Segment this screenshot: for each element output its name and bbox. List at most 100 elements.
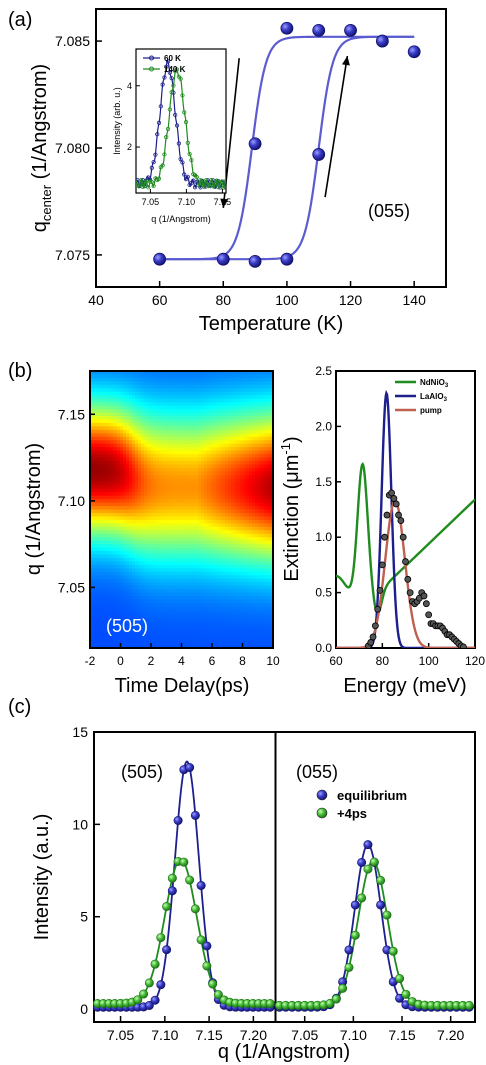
heatmap-cell: [216, 436, 220, 441]
heatmap-cell: [219, 627, 223, 632]
heatmap-cell: [213, 526, 217, 531]
heatmap-cell: [255, 526, 259, 531]
heatmap-cell: [117, 571, 121, 576]
heatmap-cell: [204, 533, 208, 538]
heatmap-cell: [102, 499, 106, 504]
heatmap-cell: [114, 526, 118, 531]
heatmap-cell: [186, 516, 190, 521]
heatmap-cell: [129, 557, 133, 563]
heatmap-cell: [162, 644, 166, 648]
heatmap-cell: [156, 416, 160, 421]
heatmap-cell: [168, 398, 172, 403]
heatmap-cell: [201, 457, 205, 462]
heatmap-cell: [186, 589, 190, 594]
inset-point: [167, 70, 172, 75]
heatmap-cell: [132, 391, 136, 396]
heatmap-cell: [102, 377, 106, 382]
heatmap-cell: [108, 526, 112, 531]
heatmap-cell: [186, 585, 190, 590]
heatmap-cell: [210, 374, 214, 379]
heatmap-cell: [219, 457, 223, 462]
heatmap-cell: [192, 641, 196, 646]
heatmap-cell: [126, 426, 130, 431]
heatmap-cell: [234, 606, 238, 611]
heatmap-cell: [246, 578, 250, 583]
heatmap-cell: [180, 412, 184, 417]
heatmap-cell: [105, 509, 109, 514]
heatmap-cell: [108, 433, 112, 438]
heatmap-cell: [111, 519, 115, 524]
heatmap-cell: [258, 623, 262, 628]
heatmap-cell: [120, 481, 124, 486]
heatmap-cell: [183, 644, 187, 648]
heatmap-cell: [258, 512, 262, 518]
heatmap-cell: [225, 641, 229, 646]
heatmap-cell: [207, 485, 211, 490]
heatmap-cell: [120, 478, 124, 483]
heatmap-cell: [162, 634, 166, 639]
heatmap-cell: [180, 609, 184, 614]
heatmap-cell: [240, 481, 244, 486]
heatmap-cell: [141, 488, 145, 493]
heatmap-cell: [249, 457, 253, 462]
heatmap-cell: [135, 554, 139, 559]
heatmap-cell: [192, 467, 196, 473]
heatmap-cell: [147, 405, 151, 410]
heatmap-cell: [153, 578, 157, 583]
heatmap-cell: [114, 467, 118, 473]
heatmap-cell: [117, 509, 121, 514]
heatmap-cell: [165, 474, 169, 479]
heatmap-cell: [261, 419, 265, 424]
heatmap-cell: [141, 557, 145, 563]
heatmap-cell: [156, 634, 160, 639]
heatmap-cell: [90, 537, 94, 542]
heatmap-cell: [228, 575, 232, 580]
heatmap-cell: [159, 388, 163, 393]
heatmap-cell: [210, 575, 214, 580]
heatmap-cell: [228, 620, 232, 625]
heatmap-cell: [195, 623, 199, 628]
heatmap-cell: [150, 405, 154, 410]
heatmap-cell: [195, 377, 199, 382]
heatmap-cell: [174, 474, 178, 479]
heatmap-cell: [168, 436, 172, 441]
heatmap-cell: [207, 457, 211, 462]
heatmap-cell: [126, 599, 130, 604]
heatmap-cell: [231, 582, 235, 587]
heatmap-cell: [204, 433, 208, 438]
heatmap-cell: [165, 454, 169, 459]
heatmap-cell: [213, 495, 217, 500]
heatmap-cell: [153, 461, 157, 466]
heatmap-cell: [123, 478, 127, 483]
heatmap-cell: [126, 571, 130, 576]
heatmap-cell: [195, 613, 199, 618]
heatmap-cell: [183, 540, 187, 545]
panel-a-arrow: [324, 55, 349, 198]
heatmap-cell: [234, 585, 238, 590]
heatmap-cell: [201, 478, 205, 483]
heatmap-cell: [171, 512, 175, 518]
heatmap-cell: [177, 506, 181, 511]
heatmap-cell: [177, 544, 181, 549]
heatmap-cell: [183, 627, 187, 632]
heatmap-cell: [246, 526, 250, 531]
heatmap-cell: [93, 564, 97, 569]
heatmap-cell: [261, 533, 265, 538]
heatmap-cell: [156, 530, 160, 535]
heatmap-cell: [144, 426, 148, 431]
heatmap-cell: [99, 436, 103, 441]
heatmap-cell: [150, 488, 154, 493]
heatmap-cell: [258, 578, 262, 583]
heatmap-cell: [210, 454, 214, 459]
heatmap-cell: [93, 561, 97, 566]
heatmap-cell: [93, 481, 97, 486]
heatmap-cell: [171, 589, 175, 594]
heatmap-cell: [201, 512, 205, 518]
heatmap-cell: [156, 512, 160, 518]
heatmap-cell: [252, 443, 256, 448]
heatmap-cell: [138, 478, 142, 483]
panel-a-point-warming: [248, 254, 262, 268]
heatmap-cell: [123, 464, 127, 469]
heatmap-cell: [90, 447, 94, 452]
heatmap-cell: [102, 488, 106, 493]
